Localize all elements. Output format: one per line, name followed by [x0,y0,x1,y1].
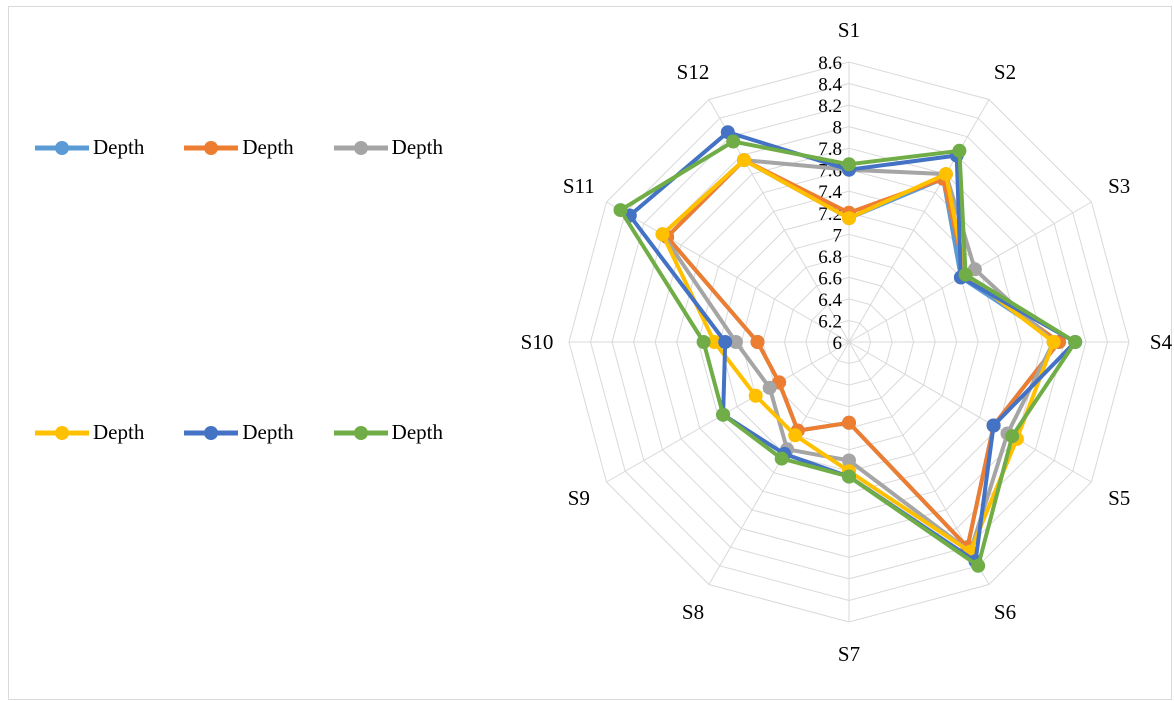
grid-spoke-2 [848,99,990,343]
category-label-s4: S4 [1150,330,1173,354]
series-4-point-s10 [707,335,722,349]
legend-item-series-4: Depth [33,420,144,445]
series-4-point-s12 [737,153,751,168]
r-tick-label: 8.2 [818,96,842,117]
legend-label-series-1: Depth [93,135,145,159]
category-label-s9: S9 [568,486,590,510]
chart-frame: 6 6.2 6.4 6.6 6.8 7 7.2 7.4 7.6 7.8 8 8.2 8.4 8.6 S1 S2… [8,6,1173,700]
legend-item-series-1: Depth [33,135,144,160]
legend-label-series-2: Depth [242,135,294,159]
series-3-point-s7 [842,453,856,468]
category-label-s1: S1 [838,18,860,42]
r-tick-label: 6.8 [818,247,842,268]
series-3-point-s10 [728,335,743,349]
series-6-point-s12 [726,134,741,149]
series-3-point-s9 [762,380,777,395]
legend-label-series-3: Depth [391,135,443,159]
grid-spoke-5 [848,341,1092,483]
r-tick-label: 8.6 [818,53,842,74]
legend-marker-series-1 [35,140,89,155]
series-6-point-s11 [613,203,628,218]
legend-row-2: Depth Depth Depth [33,420,481,445]
category-label-s8: S8 [682,600,704,624]
series-6-point-s9 [716,407,731,422]
r-tick-label: 6.4 [818,290,842,311]
grid-spoke-11 [606,201,850,343]
category-label-s11: S11 [563,174,595,198]
series-6-point-s6 [971,558,986,573]
series-4-point-s9 [748,388,763,403]
category-label-s7: S7 [838,642,860,666]
legend-marker-series-5 [184,425,239,440]
r-tick-label: 8 [833,118,843,139]
r-tick-label: 7.8 [818,139,842,160]
category-label-s3: S3 [1108,174,1130,198]
series-6-point-s7 [842,469,856,484]
legend-label-series-6: Depth [391,420,443,444]
series-4-point-s2 [938,167,953,182]
legend-label-series-4: Depth [93,420,145,444]
r-tick-label: 7 [833,225,843,246]
series-4-point-s8 [788,428,803,443]
legend-marker-series-4 [35,425,89,440]
series-line-5 [627,130,1078,564]
series-6-point-s1 [842,157,856,172]
series-4-point-s11 [655,227,670,242]
r-tick-label: 6.6 [818,268,842,289]
category-label-s2: S2 [994,60,1016,84]
legend-label-series-5: Depth [242,420,294,444]
legend-item-series-3: Depth [332,135,443,160]
legend-item-series-6: Depth [332,420,443,445]
r-tick-label: 6 [833,333,843,354]
series-line-4 [660,158,1056,554]
r-tick-label: 6.2 [818,312,842,333]
series-6-point-s8 [774,451,789,466]
legend-marker-series-6 [333,425,388,440]
series-2-point-s10 [750,335,765,349]
category-label-s10: S10 [521,330,554,354]
legend-item-series-5: Depth [182,420,294,445]
category-label-s12: S12 [677,60,710,84]
series-4-point-s4 [1046,335,1061,349]
series-5-point-s10 [718,335,733,349]
series-2-point-s7 [842,415,856,430]
series-5-point-s5 [986,418,1001,433]
series-6-point-s4 [1068,335,1083,349]
series-6-point-s3 [958,267,973,282]
series-6-point-s5 [1005,429,1020,444]
series-6-point-s2 [952,143,967,158]
legend-item-series-2: Depth [182,135,294,160]
legend-row-1: Depth Depth Depth [33,135,481,160]
series-4-point-s1 [842,211,856,226]
radar-chart: 66.26.46.66.877.27.47.67.888.28.48.6S1S2… [521,18,1173,666]
r-tick-label: 8.4 [818,75,842,96]
category-label-s6: S6 [994,600,1016,624]
r-tick-label: 7.4 [818,182,842,203]
legend-marker-series-2 [184,140,239,155]
series-6-point-s10 [696,335,711,349]
legend-marker-series-3 [333,140,388,155]
category-label-s5: S5 [1108,486,1130,510]
